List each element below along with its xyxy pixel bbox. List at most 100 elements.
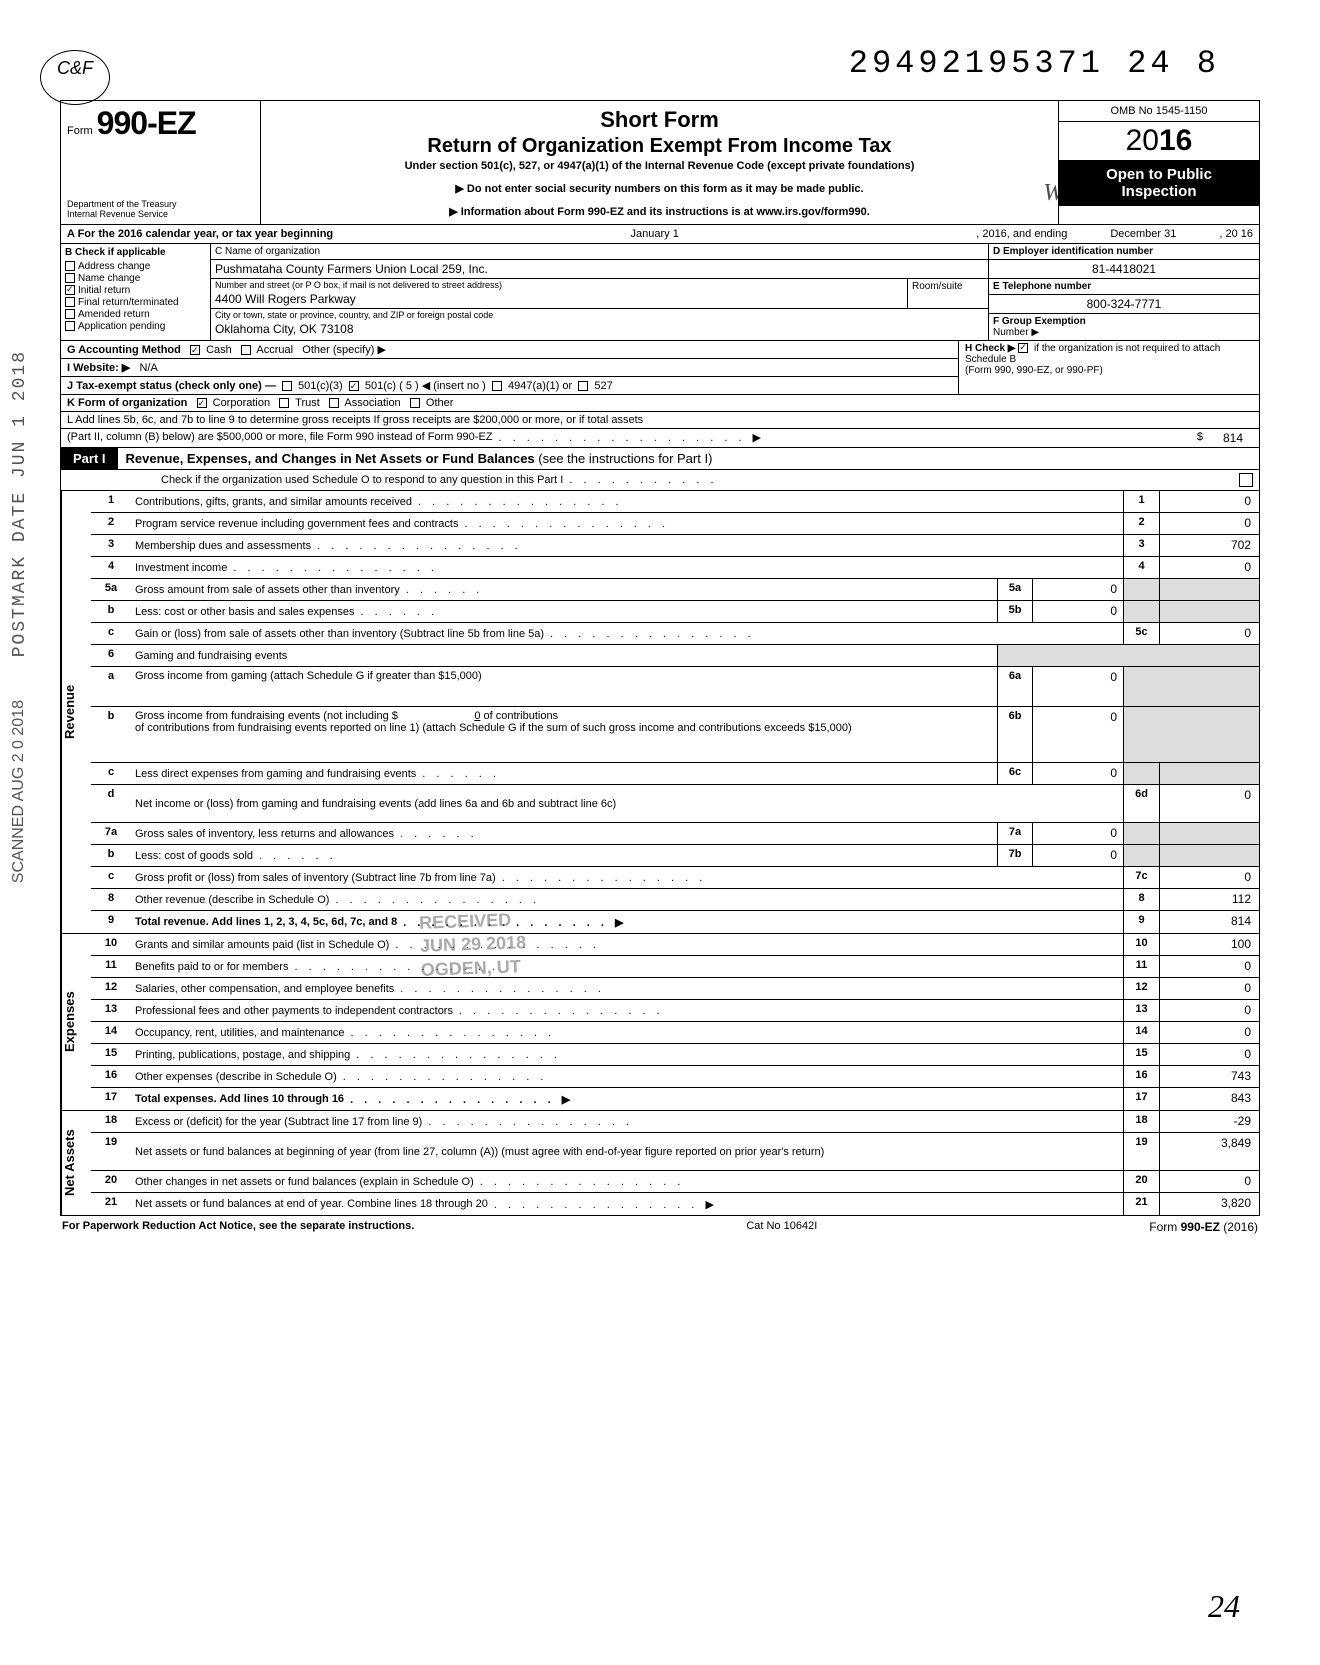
line-5a: 5a Gross amount from sale of assets othe… — [91, 579, 1259, 601]
line-15: 15 Printing, publications, postage, and … — [91, 1044, 1259, 1066]
row-a-end: December 31 — [1073, 228, 1213, 240]
gross-receipts: 814 — [1223, 431, 1253, 445]
assoc-checkbox[interactable] — [329, 398, 339, 408]
other-checkbox[interactable] — [410, 398, 420, 408]
line-text: Excess or (deficit) for the year (Subtra… — [131, 1111, 1123, 1132]
line-num: 13 — [91, 1000, 131, 1021]
amount: 0 — [1159, 956, 1259, 977]
col-c: C Name of organization Pushmataha County… — [211, 244, 989, 340]
net-assets-section: Net Assets 18 Excess or (deficit) for th… — [60, 1111, 1260, 1216]
b-item-label: Amended return — [78, 309, 150, 320]
line-num: 9 — [91, 911, 131, 933]
b-checkbox-1[interactable] — [65, 273, 75, 283]
amount: 0 — [1159, 623, 1259, 644]
line-11: 11 Benefits paid to or for members. . . … — [91, 956, 1259, 978]
b-label: B Check if applicable — [65, 247, 206, 258]
amount: 0 — [1159, 1044, 1259, 1065]
b-checkbox-4[interactable] — [65, 309, 75, 319]
line-text: Gross sales of inventory, less returns a… — [131, 823, 997, 844]
j-501c: 501(c) ( 5 ) ◀ (insert no ) — [365, 380, 486, 392]
pointer-info: ▶ Information about Form 990-EZ and its … — [269, 205, 1050, 218]
box-num: 14 — [1123, 1022, 1159, 1043]
line-num: 17 — [91, 1088, 131, 1110]
j-501c3: 501(c)(3) — [298, 380, 343, 392]
line-text: Net assets or fund balances at beginning… — [131, 1133, 1123, 1170]
revenue-side-label: Revenue — [61, 491, 91, 933]
line-text: Total expenses. Add lines 10 through 16.… — [131, 1088, 1123, 1110]
sub-amount: 0 — [1033, 707, 1123, 762]
line-num: 21 — [91, 1193, 131, 1215]
website: N/A — [139, 362, 157, 374]
cash-checkbox[interactable] — [190, 345, 200, 355]
line-20: 20 Other changes in net assets or fund b… — [91, 1171, 1259, 1193]
l-text2: (Part II, column (B) below) are $500,000… — [67, 431, 493, 445]
amount: 0 — [1159, 867, 1259, 888]
h-text2: (Form 990, 990-EZ, or 990-PF) — [965, 365, 1103, 376]
box-num: 15 — [1123, 1044, 1159, 1065]
b-checkbox-3[interactable] — [65, 297, 75, 307]
box-num: 12 — [1123, 978, 1159, 999]
accrual-checkbox[interactable] — [241, 345, 251, 355]
box-num: 18 — [1123, 1111, 1159, 1132]
corp-checkbox[interactable] — [197, 398, 207, 408]
room-label: Room/suite — [908, 279, 988, 308]
part1-title: Revenue, Expenses, and Changes in Net As… — [126, 451, 535, 466]
b-item-label: Final return/terminated — [78, 297, 179, 308]
row-l2: (Part II, column (B) below) are $500,000… — [60, 429, 1260, 448]
line-num: b — [91, 845, 131, 866]
sub-box: 5a — [997, 579, 1033, 600]
omb-number: OMB No 1545-1150 — [1059, 101, 1259, 122]
part1-label: Part I — [61, 448, 118, 469]
501c-checkbox[interactable] — [349, 381, 359, 391]
sched-o-checkbox[interactable] — [1239, 473, 1253, 487]
line-2: 2 Program service revenue including gove… — [91, 513, 1259, 535]
amount: 0 — [1159, 785, 1259, 822]
dots: . . . . . . . . . . . — [563, 474, 1239, 486]
sub-amount: 0 — [1033, 763, 1123, 784]
amount: 0 — [1159, 1171, 1259, 1192]
b-checkbox-5[interactable] — [65, 321, 75, 331]
line-16: 16 Other expenses (describe in Schedule … — [91, 1066, 1259, 1088]
box-num: 13 — [1123, 1000, 1159, 1021]
line-text: Less: cost or other basis and sales expe… — [131, 601, 997, 622]
shaded — [1123, 763, 1159, 784]
treasury-line2: Internal Revenue Service — [67, 210, 254, 220]
line-num: 4 — [91, 557, 131, 578]
box-num: 11 — [1123, 956, 1159, 977]
line-19: 19 Net assets or fund balances at beginn… — [91, 1133, 1259, 1171]
footer-right: Form 990-EZ (2016) — [1149, 1220, 1258, 1234]
amount: 743 — [1159, 1066, 1259, 1087]
line-num: b — [91, 601, 131, 622]
short-form-title: Short Form — [269, 107, 1050, 133]
j-4947: 4947(a)(1) or — [508, 380, 572, 392]
sub-amount: 0 — [1033, 601, 1123, 622]
b-checkbox-2[interactable] — [65, 285, 75, 295]
row-a-mid: , 2016, and ending — [976, 228, 1067, 240]
527-checkbox[interactable] — [578, 381, 588, 391]
sub-box: 7a — [997, 823, 1033, 844]
4947-checkbox[interactable] — [492, 381, 502, 391]
shaded — [1123, 845, 1159, 866]
row-a: A For the 2016 calendar year, or tax yea… — [60, 225, 1260, 244]
line-text: Net assets or fund balances at end of ye… — [131, 1193, 1123, 1215]
line-3: 3 Membership dues and assessments. . . .… — [91, 535, 1259, 557]
b-item-label: Initial return — [78, 285, 130, 296]
line-text: Program service revenue including govern… — [131, 513, 1123, 534]
line-14: 14 Occupancy, rent, utilities, and maint… — [91, 1022, 1259, 1044]
line-7b: b Less: cost of goods sold. . . . . . 7b… — [91, 845, 1259, 867]
k-other: Other — [426, 397, 454, 409]
row-a-label: A For the 2016 calendar year, or tax yea… — [67, 228, 333, 240]
trust-checkbox[interactable] — [279, 398, 289, 408]
main-title: Return of Organization Exempt From Incom… — [269, 135, 1050, 158]
line-text: Total revenue. Add lines 1, 2, 3, 4, 5c,… — [131, 911, 1123, 933]
part1-sub: (see the instructions for Part I) — [535, 451, 713, 466]
501c3-checkbox[interactable] — [282, 381, 292, 391]
h-checkbox[interactable] — [1018, 343, 1028, 353]
b-checkbox-0[interactable] — [65, 261, 75, 271]
amount: 843 — [1159, 1088, 1259, 1110]
amount: 0 — [1159, 557, 1259, 578]
shaded — [1159, 845, 1259, 866]
amount: 0 — [1159, 978, 1259, 999]
form-990ez: 990-EZ — [97, 105, 196, 142]
street-address: 4400 Will Rogers Parkway — [211, 291, 907, 308]
